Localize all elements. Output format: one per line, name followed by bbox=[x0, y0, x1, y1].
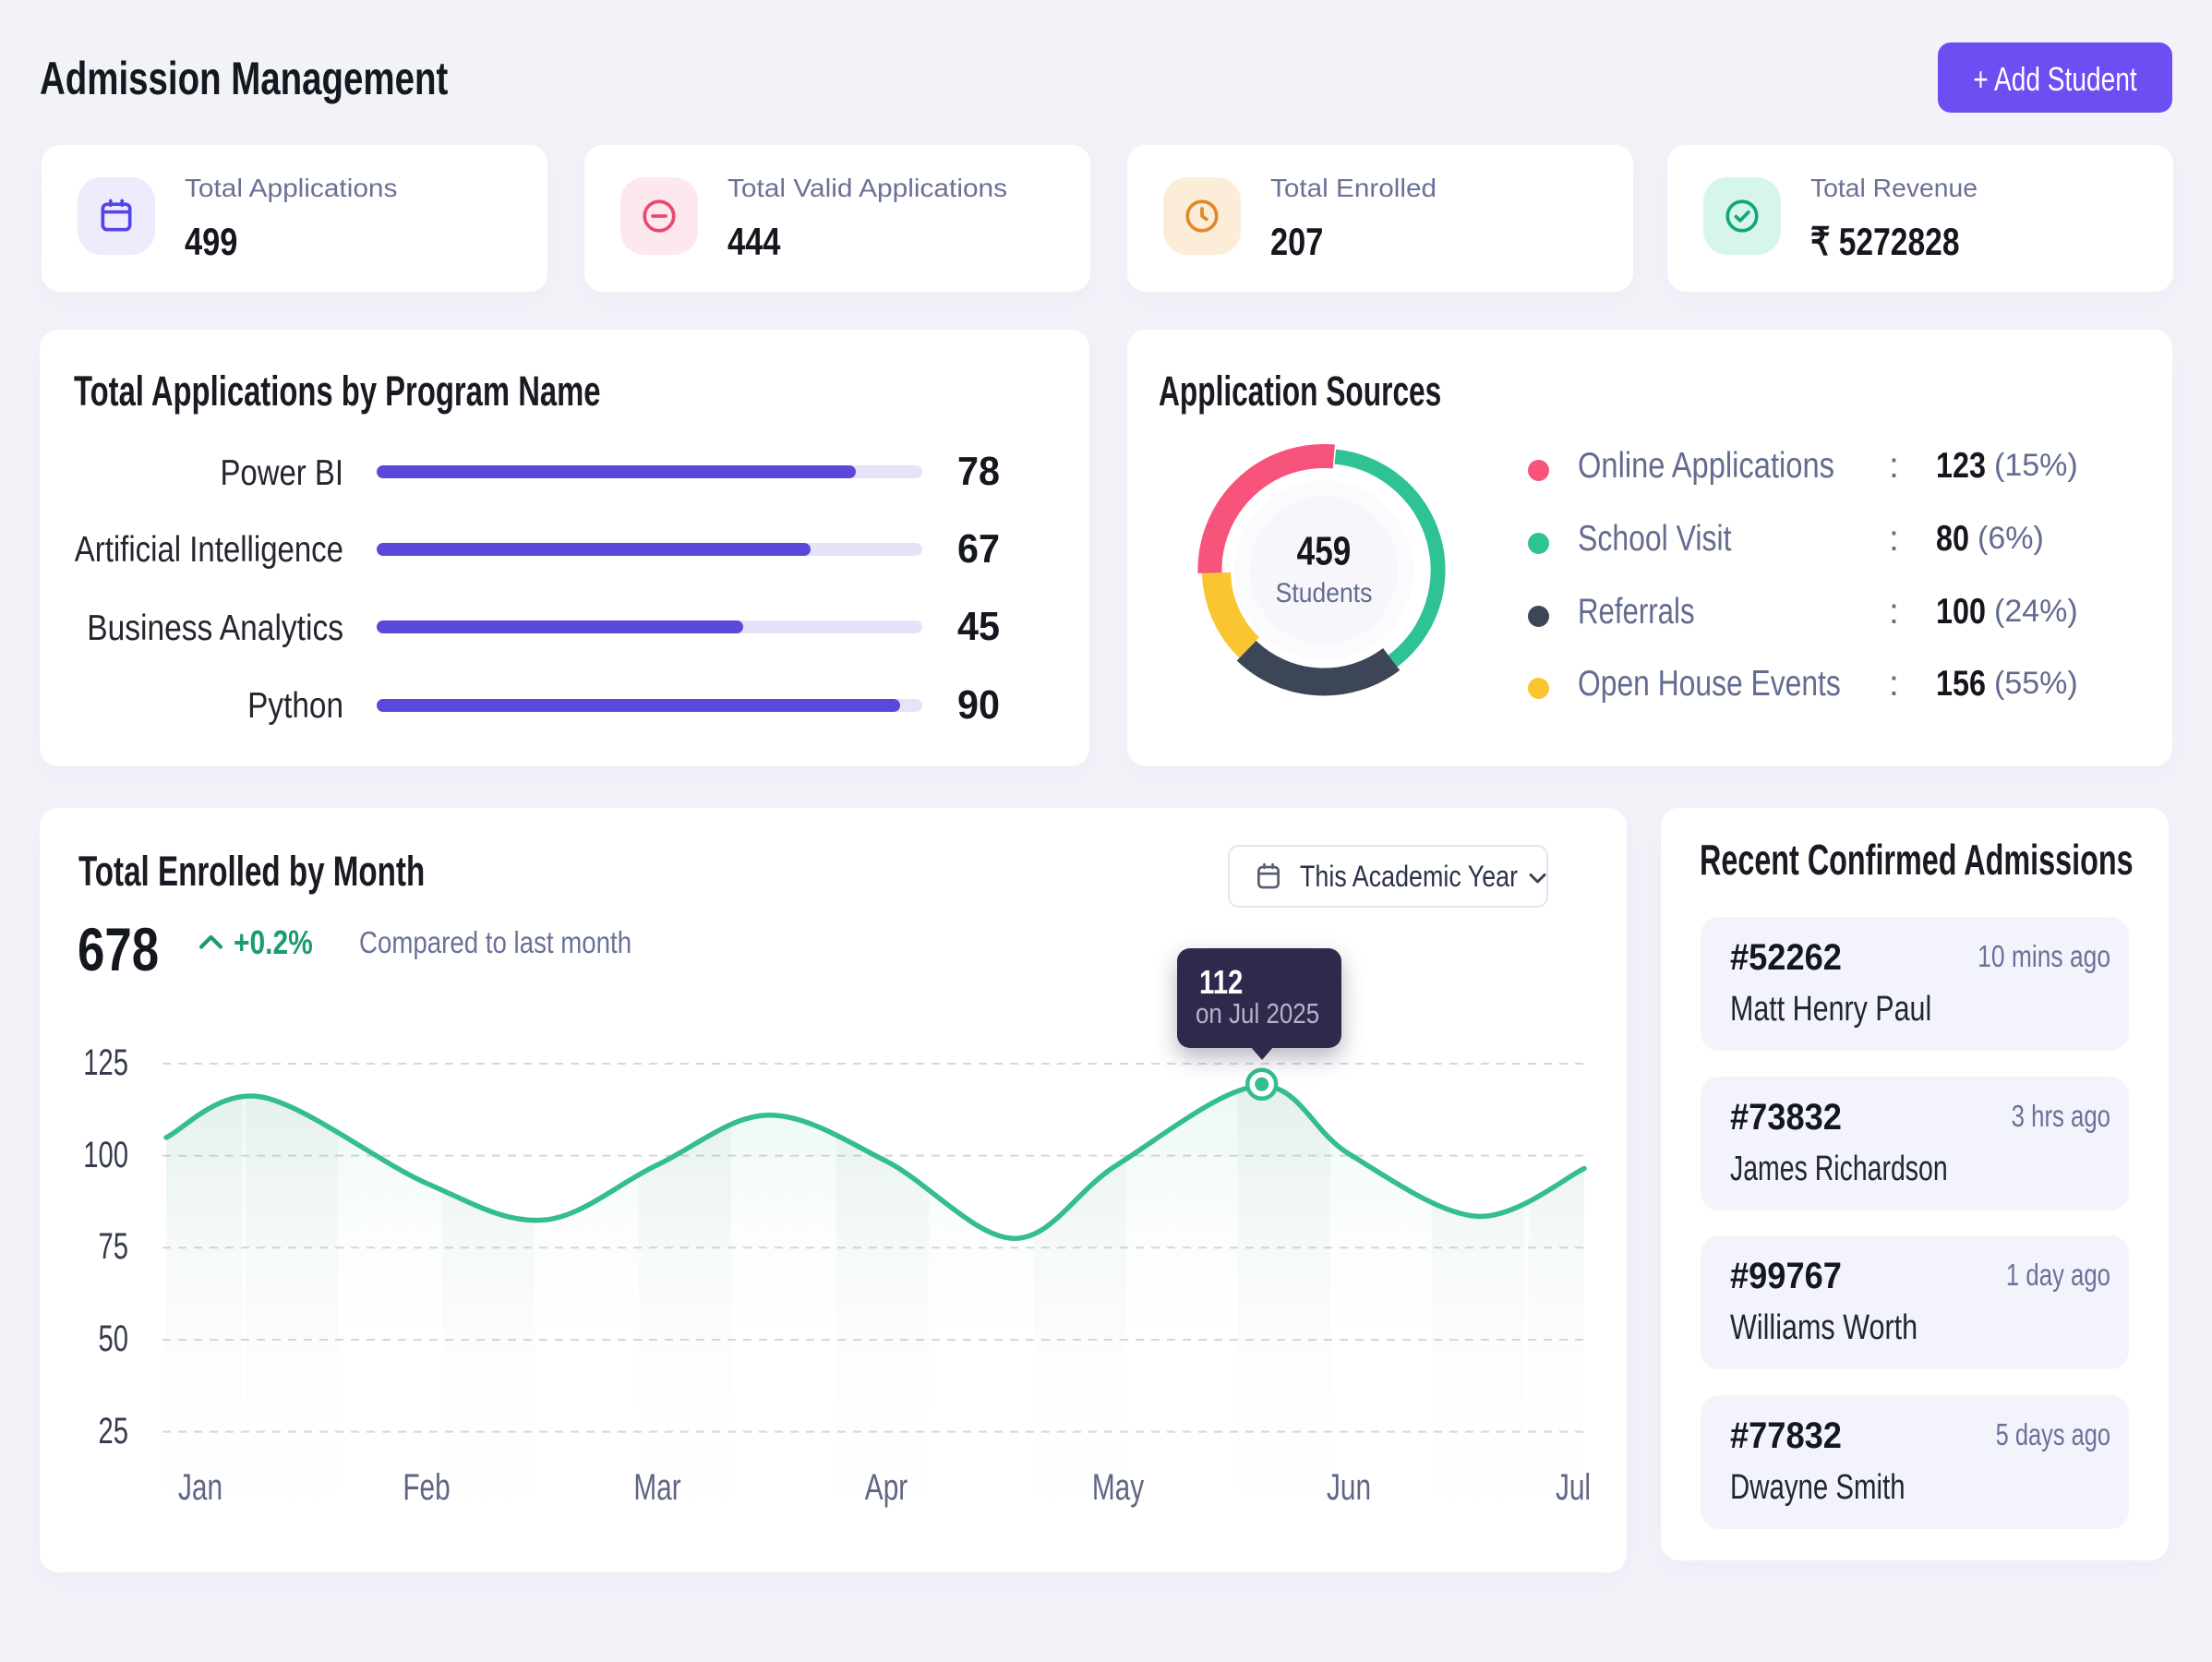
svg-text:Students: Students bbox=[1276, 578, 1373, 608]
svg-text:459: 459 bbox=[1297, 529, 1352, 574]
